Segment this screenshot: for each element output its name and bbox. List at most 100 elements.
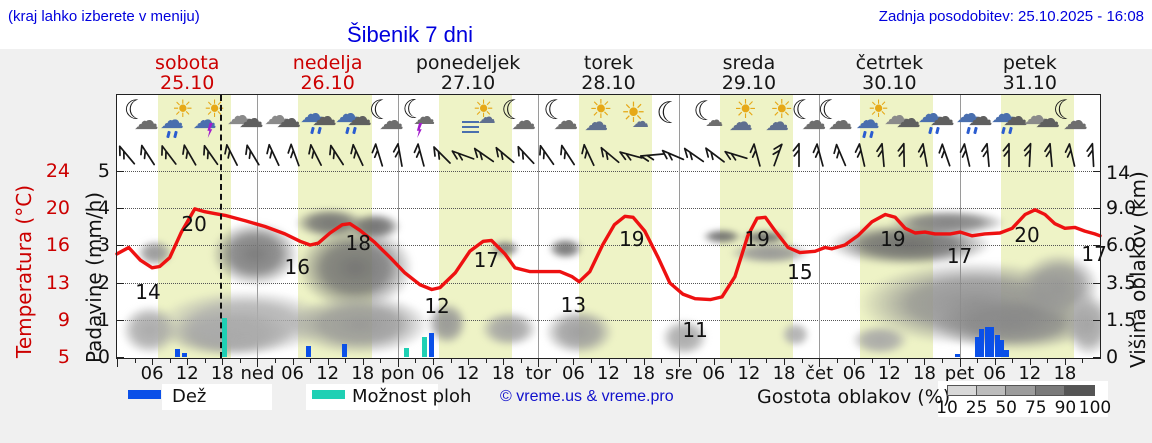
x-axis-tick xyxy=(801,359,803,363)
wind-barb-icon xyxy=(178,142,202,168)
day-name: petek xyxy=(1002,52,1057,74)
x-axis-tick xyxy=(977,359,979,363)
x-day-abbrev-label: čet xyxy=(805,363,834,384)
cloud-blob xyxy=(289,294,431,355)
rain-icon: ☁ ☁ xyxy=(990,97,1030,139)
moon-cloud-icon: ☾ ☁ xyxy=(123,97,163,139)
x-axis-tick xyxy=(766,359,768,363)
icon-glyph: ☁ xyxy=(705,110,724,131)
temperature-value-label: 19 xyxy=(619,227,645,252)
rain-drop xyxy=(868,130,874,139)
left-axis-tick xyxy=(117,208,124,210)
wind-barb-icon xyxy=(262,142,286,168)
current-time-marker xyxy=(219,95,222,358)
left-axis-tick xyxy=(117,320,124,322)
day-header: nedelja 26.10 xyxy=(258,53,398,93)
icon-glyph: ☀ xyxy=(472,95,495,123)
day-name: četrtek xyxy=(855,52,924,74)
rain-drop xyxy=(166,130,171,139)
x-axis-tick xyxy=(204,359,206,363)
copyright-link[interactable]: © vreme.us & vreme.pro xyxy=(500,388,674,405)
temperature-value-label: 20 xyxy=(1014,223,1040,247)
icon-glyph: ☁ xyxy=(346,102,372,131)
cloud-blob xyxy=(1064,292,1100,357)
rain-drop xyxy=(310,126,315,135)
x-axis-tick xyxy=(854,359,856,365)
rain-bar xyxy=(984,327,990,357)
rain-drop xyxy=(173,130,178,139)
cloud-density-legend-label: Gostota oblakov (%) xyxy=(757,386,951,408)
cloud-scale-cell xyxy=(947,385,977,396)
temperature-value-label: 12 xyxy=(424,294,450,319)
rain-bar xyxy=(979,329,985,357)
temperature-tick-label: 24 xyxy=(45,160,70,182)
icon-glyph: ☁ xyxy=(855,106,880,134)
cloud-scale-value: 75 xyxy=(1024,398,1047,418)
day-name: sreda xyxy=(722,52,776,74)
temperature-tick-label: 9 xyxy=(57,309,70,331)
x-axis-tick xyxy=(397,359,399,367)
temperature-tick-label: 5 xyxy=(57,346,70,368)
x-hour-label: 06 xyxy=(842,363,866,384)
icon-glyph: ☁ xyxy=(917,99,943,128)
icon-glyph: ☁ xyxy=(477,107,496,128)
x-day-abbrev-label: pet xyxy=(944,363,975,384)
icon-glyph: ☀ xyxy=(172,95,194,123)
x-axis-tick xyxy=(169,359,171,363)
wind-barb-icon xyxy=(136,142,160,168)
x-axis-tick xyxy=(994,359,996,365)
x-axis-tick xyxy=(274,359,276,363)
temperature-value-label: 14 xyxy=(135,280,161,305)
icon-glyph: ☁ xyxy=(631,112,649,132)
rain-drop xyxy=(1001,126,1006,135)
x-axis-tick xyxy=(257,359,259,367)
icon-glyph: ☀ xyxy=(620,96,646,129)
x-axis-tick xyxy=(889,359,891,365)
lightning-bolt xyxy=(207,123,213,138)
x-hour-label: 18 xyxy=(632,363,656,384)
cloudy-icon: ☁ ☁ xyxy=(226,97,266,139)
precip-tick-label: 1 xyxy=(97,309,110,331)
day-name: nedelja xyxy=(292,52,363,74)
cloud-blob xyxy=(544,308,615,355)
wind-barb-icon xyxy=(976,142,1000,168)
wind-barb-icon xyxy=(115,142,139,168)
temperature-value-label: 17 xyxy=(946,243,973,268)
precip-gridline xyxy=(117,171,1100,172)
sun-fog-icon: ☀ ☁ xyxy=(460,97,500,139)
sun-cloud-icon: ☀ ☁ xyxy=(725,97,765,139)
wind-barb-icon xyxy=(871,142,895,168)
moon-cloud-small-icon: ☾ ☁ xyxy=(690,97,730,139)
x-axis-tick xyxy=(222,359,224,365)
icon-glyph: ☁ xyxy=(801,106,827,135)
x-hour-label: 06 xyxy=(561,363,585,384)
left-axis-tick xyxy=(117,245,124,247)
x-axis-tick xyxy=(906,359,908,363)
precip-tick-label: 5 xyxy=(97,160,110,182)
icon-glyph: ☁ xyxy=(334,99,360,128)
rain-icon: ☁ ☁ xyxy=(917,97,957,139)
day-name: sobota xyxy=(155,52,220,74)
x-axis-tick xyxy=(239,359,241,363)
rain-drop xyxy=(965,126,971,135)
icon-glyph: ☾ xyxy=(543,95,568,126)
temperature-value-label: 19 xyxy=(744,227,770,252)
cloud-scale-value: 25 xyxy=(965,398,988,418)
cloudy-icon: ☁ ☁ xyxy=(883,97,923,139)
temperature-value-label: 13 xyxy=(560,293,587,317)
x-axis-tick xyxy=(134,359,136,363)
icon-glyph: ☾ xyxy=(123,95,148,126)
cloud-scale-value: 50 xyxy=(995,398,1018,418)
x-day-abbrev-label: tor xyxy=(525,363,552,384)
icon-glyph: ☾ xyxy=(368,95,394,126)
wind-barb-icon xyxy=(577,142,601,168)
day-header: četrtek 30.10 xyxy=(819,53,959,93)
location-menu-hint[interactable]: (kraj lahko izberete v meniju) xyxy=(8,8,200,25)
cloud-blob xyxy=(479,310,539,348)
moon-cloud-icon: ☾ ☁ xyxy=(542,97,582,139)
icon-glyph: ☁ xyxy=(511,106,537,135)
x-axis-tick xyxy=(626,359,628,363)
x-hour-label: 12 xyxy=(1018,363,1042,384)
x-axis-tick xyxy=(1064,359,1066,365)
